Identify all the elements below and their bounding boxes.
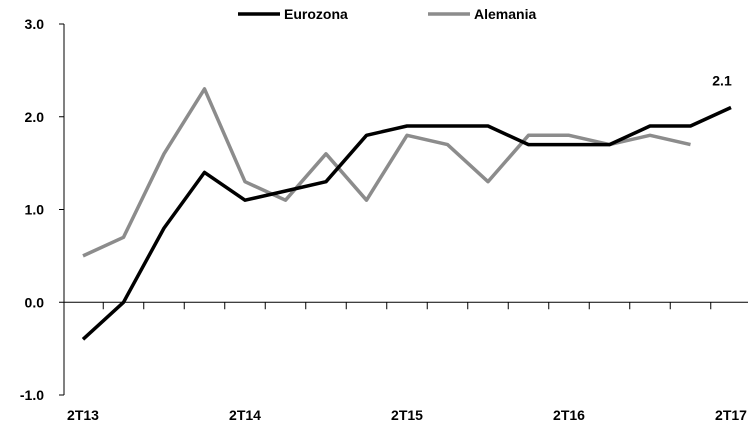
y-tick-label: 3.0 <box>25 16 45 32</box>
x-tick-label: 2T15 <box>391 407 423 423</box>
y-tick-label: 2.0 <box>25 109 45 125</box>
series-line-alemania <box>82 87 691 258</box>
x-tick-label: 2T17 <box>715 407 747 423</box>
x-tick-label: 2T14 <box>229 407 261 423</box>
y-axis: -1.0 0.0 1.0 2.0 3.0 <box>20 16 65 403</box>
y-tick-label: 1.0 <box>25 202 45 218</box>
series-lines <box>81 87 732 341</box>
x-tick-label: 2T13 <box>67 407 99 423</box>
y-tick-label: 0.0 <box>25 294 45 310</box>
y-tick-label: -1.0 <box>20 387 44 403</box>
annotations: 2.1 <box>712 72 732 88</box>
x-axis: 2T13 2T14 2T15 2T16 2T17 <box>64 301 748 423</box>
x-tick-label: 2T16 <box>553 407 585 423</box>
legend-label: Eurozona <box>284 6 348 22</box>
series-line-eurozona <box>81 105 732 341</box>
legend-label: Alemania <box>474 6 536 22</box>
data-label: 2.1 <box>712 72 732 88</box>
legend: Eurozona Alemania <box>238 6 536 22</box>
